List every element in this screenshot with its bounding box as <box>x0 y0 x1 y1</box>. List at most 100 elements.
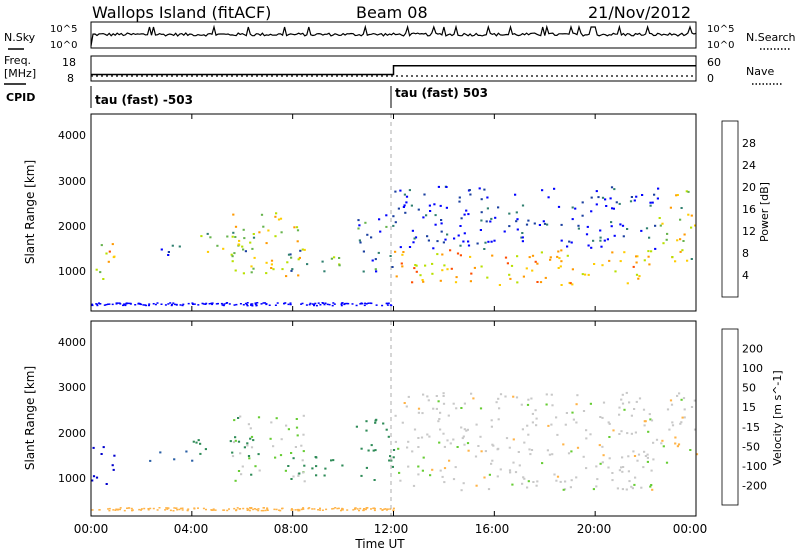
echo-cell <box>300 303 303 305</box>
echo-cell <box>252 267 255 270</box>
echo-cell <box>295 226 299 229</box>
echo-cell <box>687 190 690 193</box>
echo-cell <box>677 443 681 446</box>
echo-cell <box>411 229 414 232</box>
echo-cell <box>560 284 563 286</box>
echo-cell <box>356 508 359 510</box>
echo-cell <box>315 304 318 307</box>
echo-cell <box>460 489 463 492</box>
power-y-axis: 4000 3000 2000 1000 <box>58 129 86 278</box>
echo-cell <box>533 222 536 225</box>
echo-cell <box>383 508 386 510</box>
echo-cell <box>633 408 636 410</box>
echo-cell <box>323 303 326 306</box>
echo-cell <box>595 465 598 468</box>
echo-cell <box>328 303 331 306</box>
echo-cell <box>477 445 480 447</box>
echo-cell <box>570 450 573 453</box>
echo-cell <box>280 231 283 234</box>
echo-cell <box>164 304 167 306</box>
echo-cell <box>389 508 392 510</box>
echo-cell <box>195 441 198 444</box>
echo-cell <box>171 303 173 306</box>
power-colorbar-frame <box>721 120 739 298</box>
echo-cell <box>612 429 615 432</box>
echo-cell <box>321 509 324 511</box>
echo-cell <box>619 223 622 226</box>
echo-cell <box>373 479 376 481</box>
nsky-trace <box>90 24 697 47</box>
echo-cell <box>508 225 511 228</box>
echo-cell <box>340 509 343 511</box>
nsearch-tick-bottom: 10^0 <box>707 40 734 51</box>
echo-cell <box>643 424 646 427</box>
echo-cell <box>281 507 284 510</box>
echo-cell <box>674 442 677 445</box>
echo-cell <box>455 276 458 279</box>
echo-cell <box>382 422 385 425</box>
echo-cell <box>394 440 397 443</box>
echo-cell <box>231 235 234 238</box>
echo-cell <box>255 304 258 306</box>
echo-cell <box>665 461 669 464</box>
echo-cell <box>463 443 466 446</box>
echo-cell <box>234 236 237 238</box>
echo-cell <box>539 281 543 284</box>
echo-cell <box>401 253 404 256</box>
echo-cell <box>241 465 244 468</box>
echo-cell <box>484 241 487 244</box>
echo-cell <box>246 304 249 307</box>
x-tick-label: 00:00 <box>74 522 109 536</box>
echo-cell <box>479 229 482 231</box>
echo-cell <box>661 222 664 225</box>
echo-cell <box>173 507 176 509</box>
echo-cell <box>274 456 277 459</box>
echo-cell <box>489 220 492 223</box>
echo-cell <box>399 189 402 192</box>
echo-cell <box>671 424 675 427</box>
echo-cell <box>585 467 588 470</box>
echo-cell <box>461 437 464 440</box>
echo-cell <box>246 507 249 510</box>
echo-cell <box>222 304 225 307</box>
echo-cell <box>172 510 175 512</box>
echo-cell <box>640 486 643 489</box>
echo-cell <box>521 204 525 207</box>
cpid-label: CPID <box>6 91 35 104</box>
echo-cell <box>134 304 137 306</box>
echo-cell <box>234 479 237 482</box>
echo-cell <box>401 265 404 268</box>
echo-cell <box>547 424 550 427</box>
echo-cell <box>450 267 453 270</box>
echo-cell <box>306 263 309 266</box>
echo-cell <box>627 455 630 458</box>
echo-cell <box>523 477 526 480</box>
echo-cell <box>636 459 639 462</box>
echo-cell <box>381 304 384 307</box>
echo-cell <box>542 220 545 223</box>
echo-cell <box>531 254 535 257</box>
echo-cell <box>208 303 211 305</box>
echo-cell <box>491 459 494 462</box>
echo-cell <box>655 438 659 441</box>
echo-cell <box>140 509 142 511</box>
echo-cell <box>359 507 362 510</box>
power-colorbar-tick: 12 <box>742 225 756 238</box>
echo-cell <box>130 507 133 510</box>
echo-cell <box>242 507 245 510</box>
echo-cell <box>487 240 490 243</box>
echo-cell <box>516 281 519 284</box>
echo-cell <box>99 303 102 305</box>
echo-cell <box>279 454 283 457</box>
echo-cell <box>386 302 388 305</box>
echo-cell <box>193 508 196 510</box>
echo-cell <box>231 255 234 258</box>
echo-cell <box>171 244 174 247</box>
echo-cell <box>237 243 240 246</box>
echo-cell <box>374 258 377 261</box>
echo-cell <box>547 196 550 199</box>
echo-cell <box>363 304 366 307</box>
echo-cell <box>463 232 466 235</box>
echo-cell <box>521 236 524 239</box>
echo-cell <box>108 507 111 510</box>
